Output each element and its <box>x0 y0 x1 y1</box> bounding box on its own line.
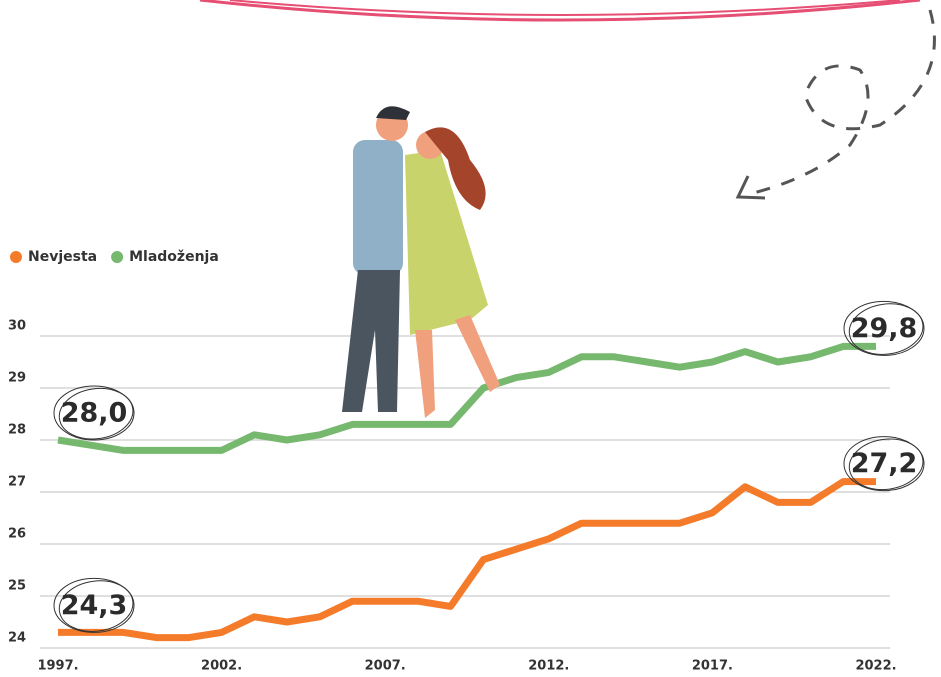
y-tick-label: 30 <box>8 319 26 334</box>
y-tick-label: 27 <box>8 475 26 490</box>
y-tick-label: 24 <box>8 631 26 646</box>
x-tick-label: 2022. <box>855 659 896 674</box>
y-tick-label: 26 <box>8 527 26 542</box>
chart: 24 25 26 27 28 29 30 1997. 2002. 2007. 2012. 2017. 2… <box>0 0 941 677</box>
decoration <box>200 0 934 198</box>
x-tick-label: 2012. <box>528 659 569 674</box>
value-label: 24,3 <box>61 590 128 621</box>
x-tick-label: 2007. <box>365 659 406 674</box>
legend-marker <box>10 251 22 263</box>
series-line <box>58 482 876 638</box>
series-line <box>58 346 876 450</box>
value-label: 29,8 <box>851 313 918 344</box>
x-tick-label: 2017. <box>692 659 733 674</box>
x-tick-label: 2002. <box>201 659 242 674</box>
value-label: 28,0 <box>61 398 128 429</box>
x-tick-label: 1997. <box>37 659 78 674</box>
legend-label: Mladoženja <box>129 249 219 265</box>
y-tick-label: 29 <box>8 371 26 386</box>
legend-label: Nevjesta <box>28 249 97 265</box>
legend-marker <box>111 251 123 263</box>
y-tick-label: 28 <box>8 423 26 438</box>
couple-illustration <box>342 106 500 418</box>
value-label: 27,2 <box>851 448 918 479</box>
y-tick-label: 25 <box>8 579 26 594</box>
